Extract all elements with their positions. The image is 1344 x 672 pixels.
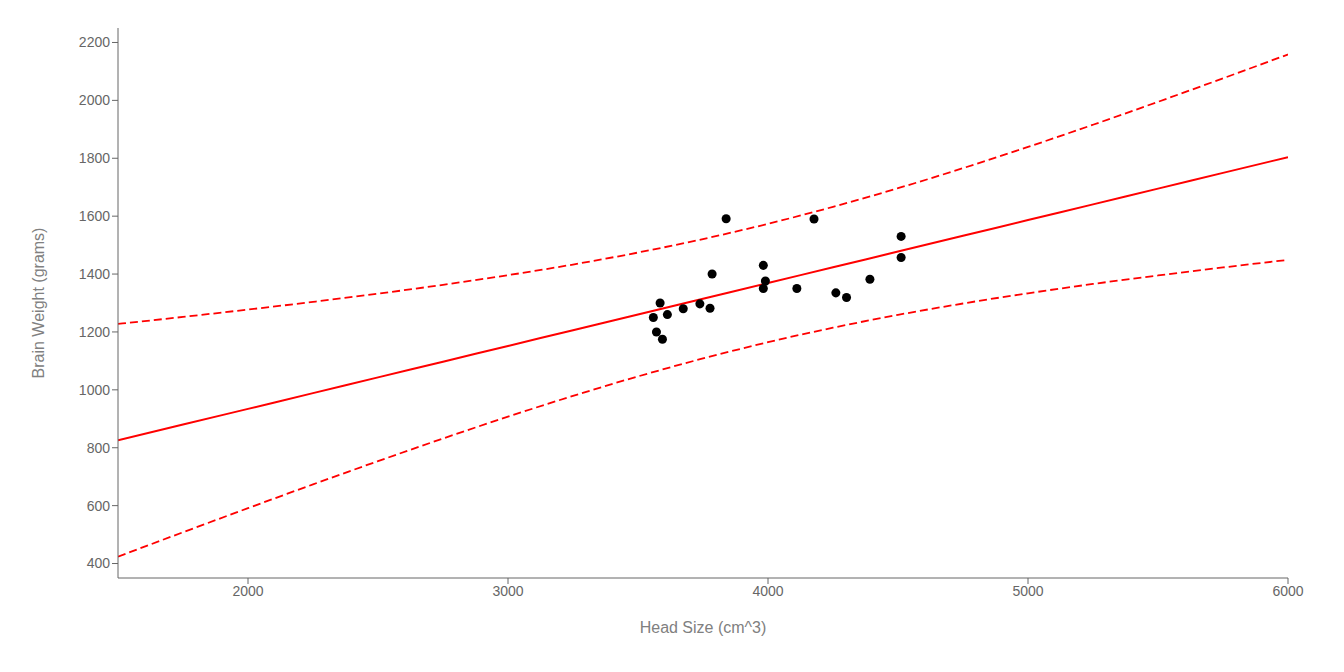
svg-text:1600: 1600 — [79, 208, 110, 224]
svg-text:1400: 1400 — [79, 266, 110, 282]
svg-text:5000: 5000 — [1012, 583, 1043, 599]
svg-text:1800: 1800 — [79, 150, 110, 166]
svg-text:Brain Weight (grams): Brain Weight (grams) — [30, 228, 47, 379]
svg-text:4000: 4000 — [752, 583, 783, 599]
svg-text:Head Size (cm^3): Head Size (cm^3) — [640, 619, 767, 636]
svg-text:1200: 1200 — [79, 324, 110, 340]
svg-text:2000: 2000 — [232, 583, 263, 599]
svg-text:2200: 2200 — [79, 34, 110, 50]
svg-text:800: 800 — [87, 440, 111, 456]
svg-text:6000: 6000 — [1272, 583, 1303, 599]
svg-text:2000: 2000 — [79, 92, 110, 108]
svg-text:600: 600 — [87, 498, 111, 514]
svg-text:400: 400 — [87, 555, 111, 571]
svg-text:3000: 3000 — [492, 583, 523, 599]
svg-text:1000: 1000 — [79, 382, 110, 398]
